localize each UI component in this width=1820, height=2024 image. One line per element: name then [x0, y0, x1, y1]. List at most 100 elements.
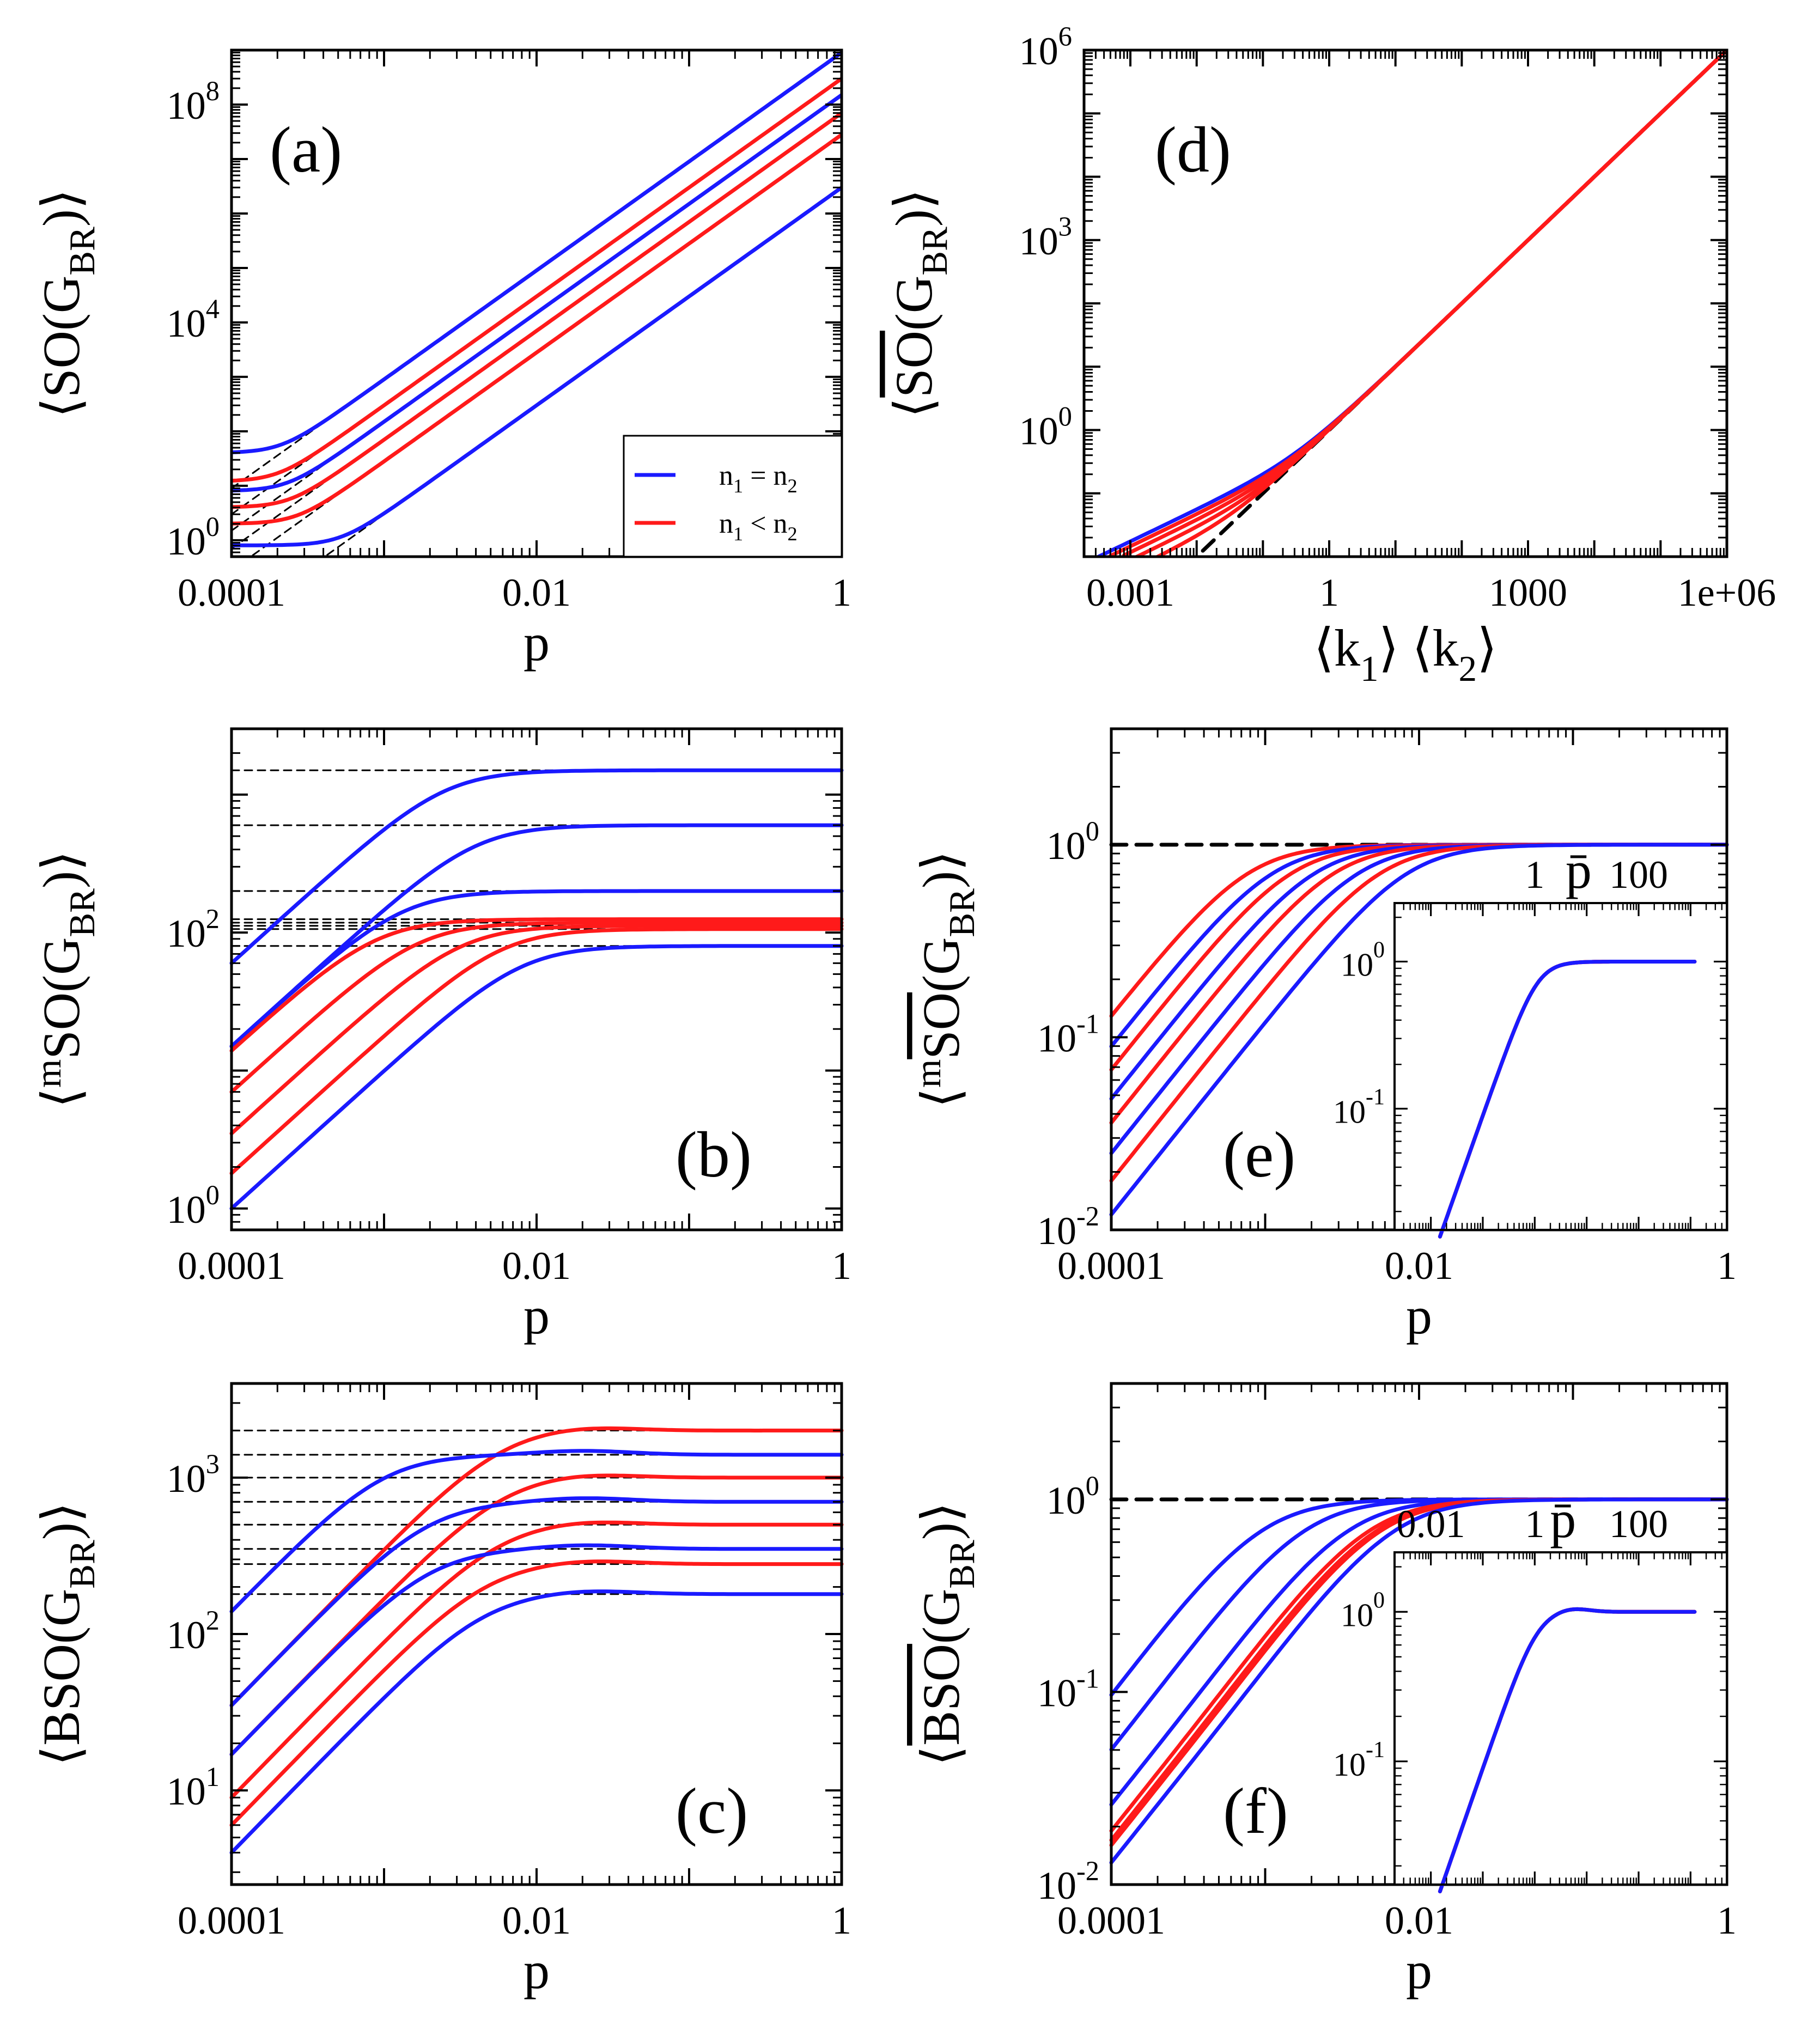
subscript: BR	[62, 227, 102, 276]
x-tick-label: 0.0001	[178, 1244, 285, 1288]
y-tick-label: 100	[1046, 816, 1099, 868]
x-tick-label: 0.01	[502, 571, 571, 614]
y-tick-label-exponent: -2	[1076, 1856, 1099, 1886]
y-tick-label: 103	[167, 1449, 220, 1501]
series-line	[232, 185, 842, 547]
y-tick-label-exponent: 0	[1058, 401, 1072, 432]
inset-background	[1395, 903, 1727, 1230]
y-tick-label-exponent: 6	[1058, 21, 1072, 52]
overlined: BSO	[912, 1644, 970, 1746]
inset-x-tick-label: 1	[1525, 1502, 1544, 1546]
label-part: )⟩	[32, 851, 90, 888]
label-part: ⟨	[912, 1746, 970, 1766]
inset-x-tick-label: 100	[1609, 853, 1668, 897]
subscript: 1	[733, 475, 743, 497]
inset-x-tick-label: 100	[1609, 1502, 1668, 1546]
label-part: ⟩	[1477, 619, 1497, 677]
subscript: BR	[914, 227, 955, 276]
x-tick-label: 0.01	[502, 1244, 571, 1288]
inset-f: 10-1 100 0.01 1 100 p̄	[1333, 1490, 1728, 1894]
x-axis-title: p	[524, 1941, 550, 1999]
series-line	[229, 927, 844, 1175]
y-tick-label: 102	[167, 1605, 220, 1657]
superscript: m	[908, 1059, 948, 1088]
series-line	[229, 1496, 844, 1708]
y-axis-title: ⟨mSO(GBR)⟩	[28, 851, 102, 1108]
y-tick-label-exponent: 1	[206, 1761, 220, 1792]
y-tick-label: 106	[1019, 21, 1072, 73]
x-axis-title: ⟨k1⟩ ⟨k2⟩	[1314, 619, 1498, 689]
panel-b: 0.0001 0.01 1 100 102 (b) p ⟨mSO(GBR)⟩	[28, 727, 851, 1345]
series-line	[229, 924, 844, 1136]
series-line	[229, 768, 844, 965]
x-axis-title: p	[1406, 1287, 1432, 1345]
y-axis-title: ⟨BSO(GBR)⟩	[32, 1502, 102, 1766]
subscript: BR	[941, 888, 982, 937]
subscript: 2	[788, 475, 798, 497]
panel-label: (f)	[1223, 1775, 1288, 1847]
subscript: 2	[788, 523, 798, 545]
y-tick-label-exponent: -1	[1076, 1663, 1099, 1693]
series-line	[232, 132, 842, 526]
y-tick-label-exponent: 3	[206, 1449, 220, 1479]
subscript: 1	[733, 523, 743, 545]
panel-label: (e)	[1223, 1118, 1295, 1191]
subscript: BR	[941, 1540, 982, 1589]
y-tick-label-exponent: 8	[206, 76, 220, 106]
x-tick-label: 0.001	[1086, 571, 1174, 614]
x-tick-label: 0.01	[502, 1899, 571, 1942]
y-axis-title: ⟨mSO(GBR)⟩	[908, 851, 982, 1108]
subscript: 2	[1458, 648, 1477, 689]
y-tick-label: 101	[167, 1761, 220, 1813]
series-line	[1109, 843, 1729, 1217]
panel-label: (a)	[270, 113, 342, 186]
x-tick-label: 1	[1717, 1244, 1737, 1288]
y-tick-label-exponent: 0	[1373, 1588, 1385, 1613]
plot-frame	[1393, 902, 1728, 1231]
label-part: )⟩	[32, 189, 90, 227]
series-line	[229, 1589, 844, 1855]
inset-series-line	[1438, 1607, 1697, 1894]
series-line	[229, 1543, 844, 1757]
subscript: 1	[1360, 648, 1379, 689]
legend-label: n1 = n2	[719, 460, 798, 497]
overlined: SO	[885, 331, 943, 398]
label-part: (G	[912, 937, 970, 992]
x-tick-label: 1	[1319, 571, 1339, 614]
x-tick-label: 0.0001	[1057, 1899, 1165, 1942]
x-tick-label: 0.01	[1385, 1244, 1453, 1288]
x-tick-label: 1	[832, 1244, 851, 1288]
y-tick-label: 10-1	[1333, 1085, 1385, 1130]
x-tick-label: 0.0001	[1057, 1244, 1165, 1288]
asymptote-line	[323, 186, 842, 557]
label-part: ⟨	[912, 1088, 970, 1108]
inset-background	[1395, 1552, 1727, 1885]
label-part: ⟨	[885, 398, 943, 418]
series-line	[229, 920, 844, 1094]
y-tick-label: 100	[167, 511, 220, 563]
label-part: (G	[885, 276, 943, 331]
y-tick-label: 108	[167, 76, 220, 127]
y-tick-label-exponent: 2	[206, 1605, 220, 1636]
label-part: )⟩	[912, 851, 970, 888]
overlined: SO	[912, 992, 970, 1059]
x-axis-title: p	[524, 613, 550, 672]
inset-e: 10-1 100 1 100 p̄	[1333, 841, 1728, 1239]
y-tick-label: 10-1	[1037, 1663, 1099, 1715]
series-line	[229, 917, 844, 1053]
label-part: )⟩	[912, 1502, 970, 1540]
y-axis-title: ⟨SO(GBR)⟩	[885, 189, 955, 418]
series-line	[229, 1520, 844, 1800]
label-part: ⟩ ⟨k	[1379, 619, 1459, 677]
y-tick-label-exponent: -2	[1076, 1201, 1099, 1232]
label-part: n	[719, 508, 733, 539]
series-line	[229, 944, 844, 1211]
label-part: SO(G	[32, 937, 90, 1059]
y-tick-label-exponent: 0	[1086, 1471, 1099, 1501]
y-tick-label-exponent: 0	[1373, 937, 1385, 962]
label-part: (G	[912, 1589, 970, 1644]
